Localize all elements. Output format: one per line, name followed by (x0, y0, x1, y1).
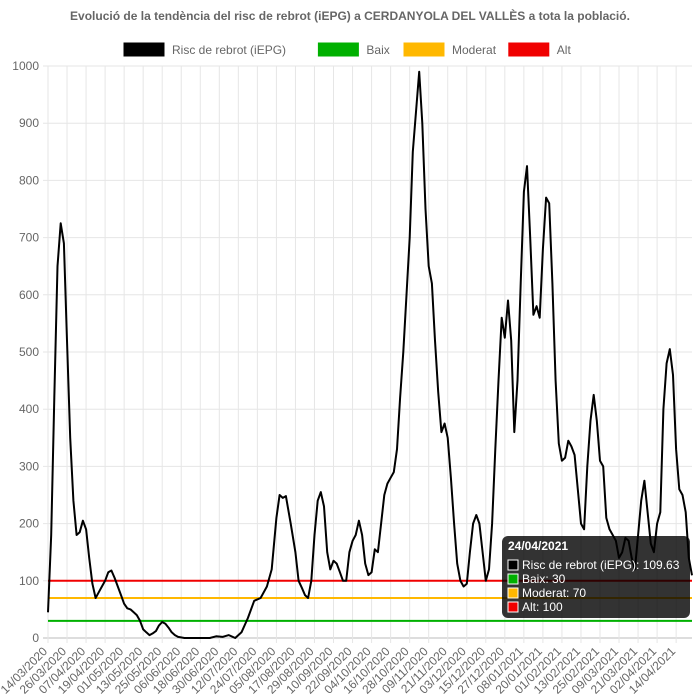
y-tick-label: 0 (32, 631, 39, 645)
legend-swatch (508, 42, 550, 57)
y-tick-label: 900 (19, 116, 39, 130)
y-axis: 0 100 200 300 400 500 600 700 800 900 1000 (12, 59, 39, 645)
chart-title: Evolució de la tendència del risc de reb… (70, 8, 630, 23)
y-tick-label: 700 (19, 231, 39, 245)
tooltip-entry: Baix: 30 (522, 572, 566, 586)
y-tick-label: 200 (19, 517, 39, 531)
y-tick-label: 600 (19, 288, 39, 302)
legend-swatch (123, 42, 165, 57)
y-tick-label: 100 (19, 574, 39, 588)
x-axis: 14/03/202026/03/202007/04/202019/04/2020… (0, 644, 678, 697)
tooltip-entry: Moderat: 70 (522, 586, 586, 600)
legend-label: Baix (366, 43, 389, 57)
tooltip-entry: Alt: 100 (522, 600, 563, 614)
y-tick-label: 1000 (12, 59, 39, 73)
tooltip-swatch (507, 559, 519, 571)
tooltip: 24/04/2021 Risc de rebrot (iEPG): 109.63B… (502, 536, 690, 618)
y-tick-label: 300 (19, 459, 39, 473)
series-group[interactable] (47, 70, 693, 639)
y-tick-label: 800 (19, 173, 39, 187)
legend-swatch (317, 42, 359, 57)
tooltip-entry: Risc de rebrot (iEPG): 109.63 (522, 558, 680, 572)
legend-swatch (403, 42, 445, 57)
tooltip-date: 24/04/2021 (508, 539, 568, 553)
tooltip-box (502, 536, 690, 618)
legend-label: Alt (557, 43, 572, 57)
legend[interactable]: Risc de rebrot (iEPG) Baix Moderat Alt (123, 42, 572, 57)
iepg-series-line (47, 70, 693, 639)
legend-label: Risc de rebrot (iEPG) (172, 43, 286, 57)
tooltip-swatch (507, 587, 519, 599)
y-tick-label: 500 (19, 345, 39, 359)
legend-label: Moderat (452, 43, 497, 57)
y-tick-label: 400 (19, 402, 39, 416)
tooltip-swatch (507, 573, 519, 585)
tooltip-swatch (507, 601, 519, 613)
